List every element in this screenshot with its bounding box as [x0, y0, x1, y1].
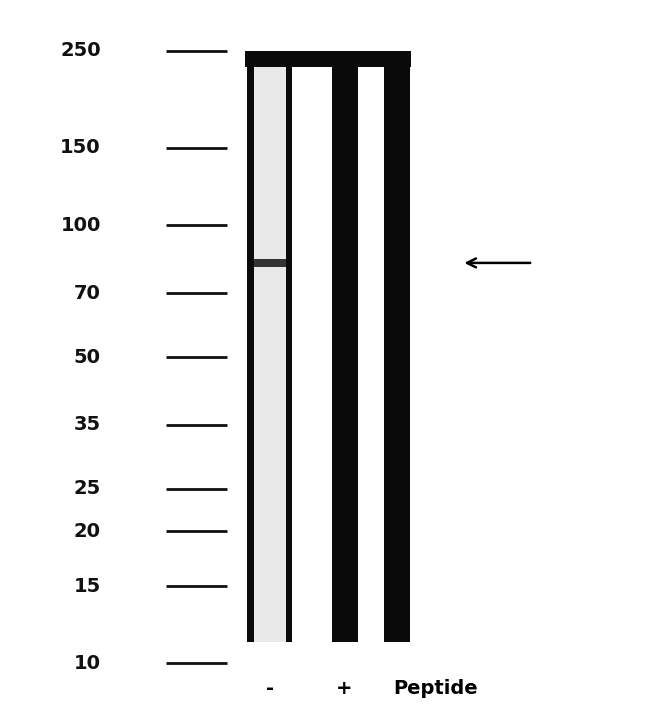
Text: 150: 150: [60, 138, 101, 157]
Bar: [254, 259, 286, 268]
Text: -: -: [266, 679, 274, 698]
Bar: [384, 51, 410, 642]
Text: 100: 100: [60, 215, 101, 235]
Text: 50: 50: [73, 347, 101, 367]
Text: +: +: [336, 679, 353, 698]
Text: Peptide: Peptide: [393, 679, 478, 698]
Bar: [358, 67, 384, 642]
Bar: [292, 67, 332, 642]
Bar: [245, 51, 411, 67]
Text: 25: 25: [73, 479, 101, 499]
Bar: [247, 51, 292, 642]
Text: 70: 70: [74, 283, 101, 302]
Text: 20: 20: [73, 522, 101, 541]
Bar: [254, 51, 286, 642]
Text: 35: 35: [73, 415, 101, 434]
Text: 10: 10: [73, 654, 101, 673]
Text: 15: 15: [73, 576, 101, 596]
Text: 250: 250: [60, 41, 101, 60]
Bar: [332, 51, 358, 642]
